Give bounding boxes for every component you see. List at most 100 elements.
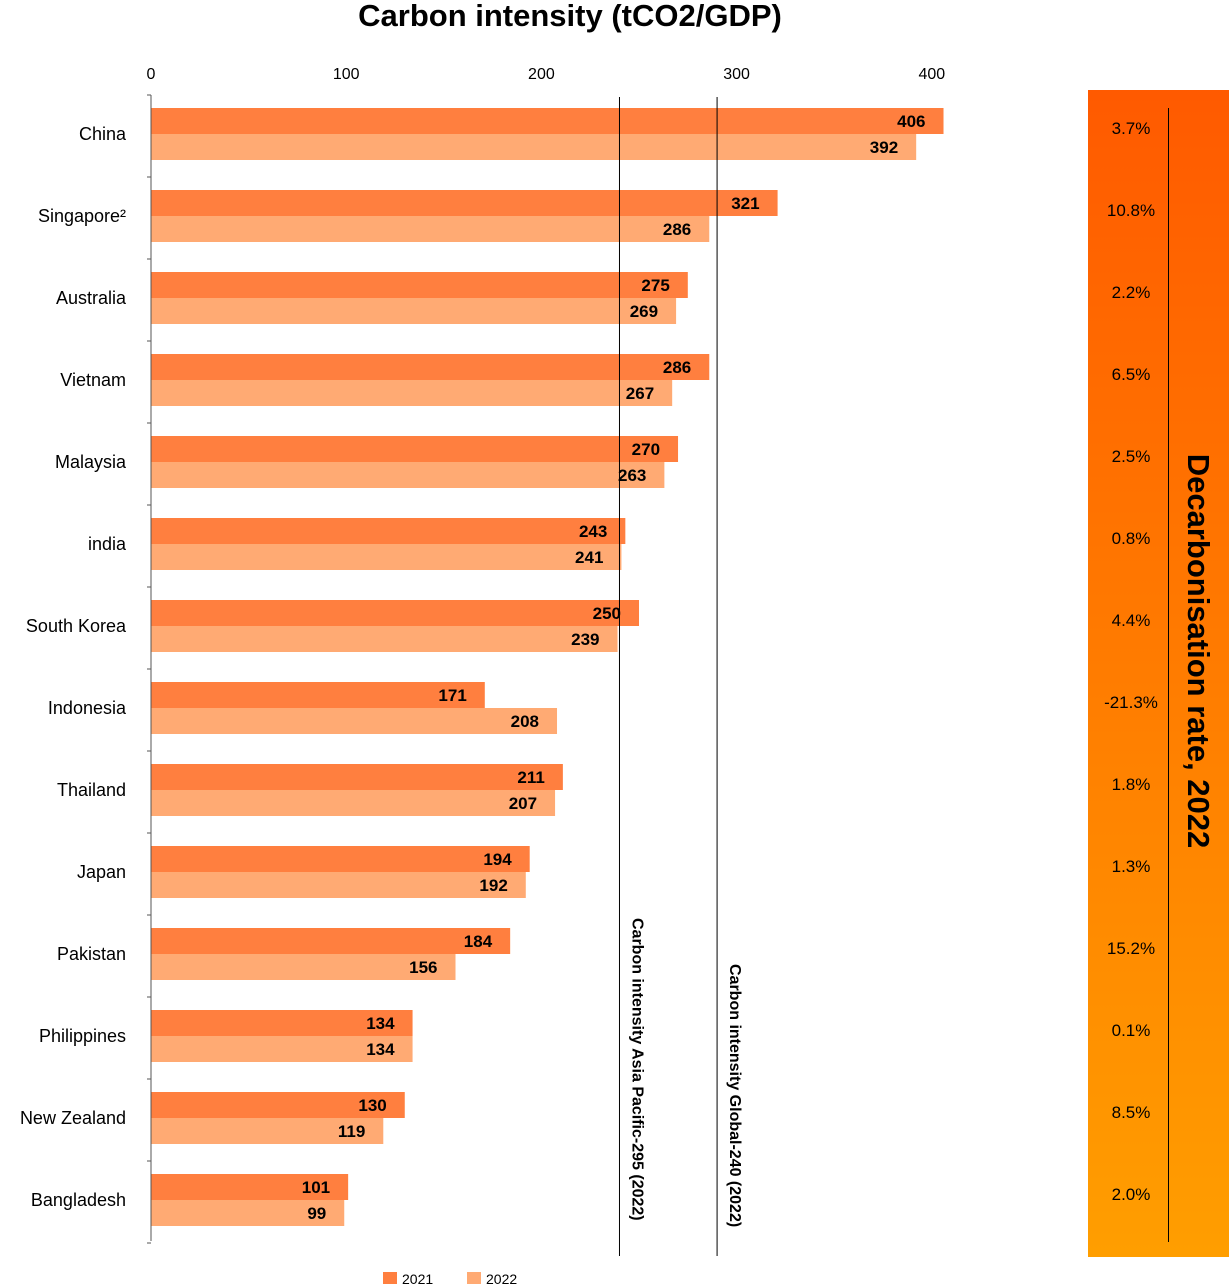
bar-2021: [151, 1174, 349, 1200]
category-label: Vietnam: [60, 370, 126, 390]
reference-line-label: Carbon intensity Asia Pacific-295 (2022): [628, 918, 645, 1221]
bar-2021: [151, 1010, 413, 1036]
bar-2021: [151, 928, 511, 954]
bar-2022: [151, 462, 665, 488]
category-label: Australia: [56, 288, 127, 308]
decarbonisation-rate-value: 0.1%: [1111, 1021, 1151, 1040]
bar-2021: [151, 1092, 405, 1118]
bar-value-label: 192: [479, 876, 507, 895]
bar-2022: [151, 216, 710, 242]
bar-2022: [151, 626, 618, 652]
bar-2022: [151, 790, 556, 816]
bar-2021: [151, 436, 679, 462]
bar-2022: [151, 1118, 384, 1144]
bar-2022: [151, 1200, 345, 1226]
bar-value-label: 241: [575, 548, 603, 567]
bar-2021: [151, 682, 485, 708]
legend-swatch-2022: [467, 1272, 481, 1284]
bar-value-label: 243: [579, 522, 607, 541]
bar-value-label: 406: [897, 112, 925, 131]
bar-value-label: 99: [307, 1204, 326, 1223]
bar-value-label: 270: [632, 440, 660, 459]
category-labels: China Singapore² Australia Vietnam Malaysia i…: [20, 124, 127, 1210]
chart-title: Carbon intensity (tCO2/GDP): [358, 0, 782, 33]
decarbonisation-panel: [1088, 90, 1229, 1257]
bar-2021: [151, 272, 688, 298]
bars: 406 392 321 286 275 269 286 267 270 263 243 241 250 2…: [151, 108, 944, 1226]
decarbonisation-rate-value: 4.4%: [1111, 611, 1151, 630]
bar-value-label: 184: [464, 932, 493, 951]
decarbonisation-rate-value: 15.2%: [1106, 939, 1156, 958]
bar-value-label: 269: [630, 302, 658, 321]
decarbonisation-rate-value: 10.8%: [1106, 201, 1156, 220]
bar-2021: [151, 190, 778, 216]
bar-value-label: 208: [511, 712, 539, 731]
decarbonisation-rate-value: 2.2%: [1111, 283, 1151, 302]
decarbonisation-rate-value: 1.8%: [1111, 775, 1151, 794]
bar-2021: [151, 108, 944, 134]
bar-2022: [151, 380, 673, 406]
decarbonisation-title: Decarbonisation rate, 2022: [1181, 453, 1216, 849]
decarbonisation-rate-value: 1.3%: [1111, 857, 1151, 876]
category-label: india: [88, 534, 127, 554]
bar-2021: [151, 600, 639, 626]
decarbonisation-rate-value: 3.7%: [1111, 119, 1151, 138]
bar-value-label: 263: [618, 466, 646, 485]
category-label: Singapore²: [38, 206, 126, 226]
bar-value-label: 321: [731, 194, 759, 213]
bar-2021: [151, 518, 626, 544]
bar-2021: [151, 354, 710, 380]
reference-lines: Carbon intensity Asia Pacific-295 (2022)…: [618, 97, 743, 1256]
bar-2021: [151, 846, 530, 872]
x-tick-label: 200: [528, 66, 555, 83]
x-tick-label: 100: [333, 66, 360, 83]
category-label: Thailand: [57, 780, 126, 800]
bar-value-label: 194: [483, 850, 512, 869]
bar-value-label: 171: [438, 686, 466, 705]
bar-value-label: 119: [338, 1122, 365, 1141]
bar-value-label: 134: [366, 1040, 395, 1059]
bar-value-label: 239: [571, 630, 599, 649]
category-label: Malaysia: [55, 452, 127, 472]
x-axis-ticks: 0 100 200 300 400: [147, 66, 946, 83]
legend-label: 2021: [402, 1271, 433, 1287]
bar-value-label: 286: [663, 220, 691, 239]
category-label: Japan: [77, 862, 126, 882]
category-label: China: [79, 124, 127, 144]
category-label: Bangladesh: [31, 1190, 126, 1210]
category-label: New Zealand: [20, 1108, 126, 1128]
category-label: South Korea: [26, 616, 127, 636]
decarbonisation-rate-value: 2.5%: [1111, 447, 1151, 466]
x-tick-label: 300: [723, 66, 750, 83]
bar-chart: 0 100 200 300 400 China Singapore² Australia Vi…: [20, 66, 946, 1287]
bar-value-label: 392: [870, 138, 898, 157]
bar-2022: [151, 708, 558, 734]
bar-value-label: 134: [366, 1014, 395, 1033]
legend: 2021 2022: [383, 1271, 517, 1287]
decarbonisation-rate-value: 6.5%: [1111, 365, 1151, 384]
category-label: Indonesia: [48, 698, 127, 718]
bar-value-label: 211: [517, 768, 544, 787]
category-label: Philippines: [39, 1026, 126, 1046]
bar-2022: [151, 298, 677, 324]
x-tick-label: 400: [918, 66, 945, 83]
y-axis: [147, 94, 152, 1244]
reference-line-label: Carbon intensity Global-240 (2022): [726, 964, 743, 1227]
bar-2022: [151, 954, 456, 980]
bar-value-label: 130: [358, 1096, 386, 1115]
decarbonisation-rate-value: 8.5%: [1111, 1103, 1151, 1122]
bar-2022: [151, 544, 622, 570]
decarbonisation-rate-value: -21.3%: [1104, 693, 1158, 712]
decarbonisation-rate-value: 0.8%: [1111, 529, 1151, 548]
bar-value-label: 101: [302, 1178, 330, 1197]
bar-value-label: 207: [509, 794, 537, 813]
bar-2022: [151, 1036, 413, 1062]
bar-2022: [151, 134, 917, 160]
decarbonisation-divider: [1168, 108, 1169, 1242]
bar-2022: [151, 872, 526, 898]
x-tick-label: 0: [147, 66, 156, 83]
bar-2021: [151, 764, 563, 790]
bar-value-label: 156: [409, 958, 437, 977]
bar-value-label: 267: [626, 384, 654, 403]
legend-label: 2022: [486, 1271, 517, 1287]
